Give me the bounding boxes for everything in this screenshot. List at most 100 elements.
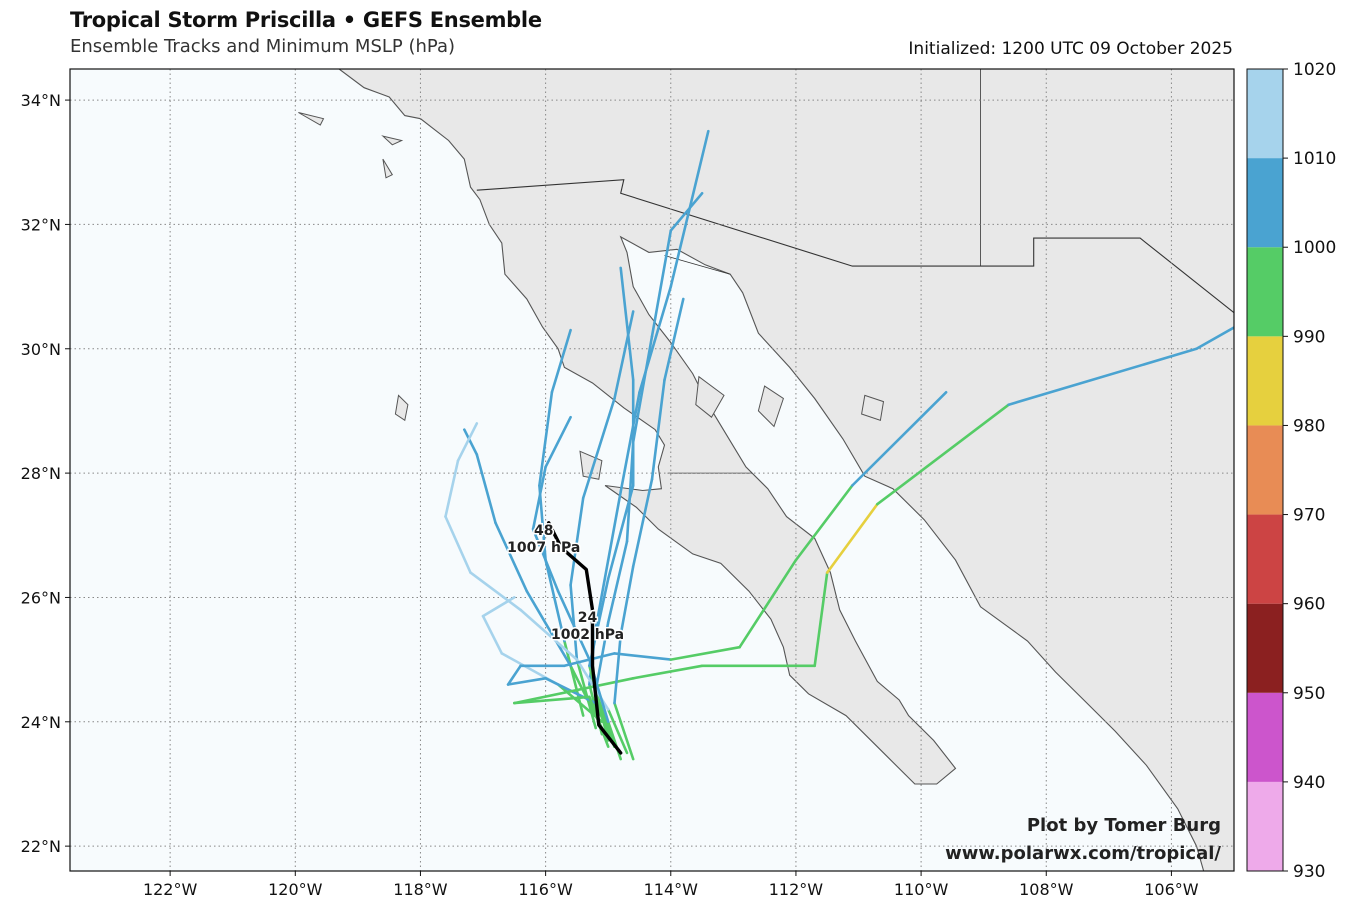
track-2-segment: [650, 229, 673, 338]
track-2-segment: [606, 540, 629, 624]
chart-title: Tropical Storm Priscilla • GEFS Ensemble: [70, 8, 542, 32]
track-9-segment: [613, 652, 673, 661]
colorbar-swatch-990: [1247, 247, 1283, 337]
lon-tick-label: 118°W: [393, 880, 448, 899]
colorbar-label: 1020: [1293, 60, 1336, 80]
track-10-segment: [1007, 347, 1198, 407]
colorbar-label: 1000: [1293, 238, 1336, 258]
track-4-segment: [575, 658, 598, 730]
island-3: [695, 375, 725, 418]
track-7-segment: [606, 708, 629, 755]
lon-tick-label: 108°W: [1019, 880, 1074, 899]
track-10-segment: [512, 695, 591, 705]
track-4-segment: [569, 496, 585, 587]
colorbar-swatch-940: [1247, 692, 1283, 782]
map-area: [70, 69, 1234, 871]
track-2-segment: [631, 334, 654, 444]
track-8-segment: [556, 683, 604, 724]
lat-tick-label: 30°N: [21, 340, 61, 359]
credit-url: www.polarwx.com/tropical/: [945, 843, 1221, 864]
track-12-segment: [663, 297, 685, 382]
colorbar-label: 940: [1293, 773, 1325, 793]
track-7-segment: [469, 571, 522, 612]
hour-48-pressure: 1007 hPa: [507, 540, 580, 556]
track-7-segment: [444, 515, 472, 574]
track-12-segment: [619, 565, 635, 637]
colorbar-label: 990: [1293, 327, 1325, 347]
track-7-segment: [444, 459, 460, 518]
state-border-baja: [664, 255, 731, 275]
credit-author: Plot by Tomer Burg: [1027, 815, 1221, 836]
international-border: [476, 179, 1234, 314]
track-11-segment: [556, 589, 591, 661]
track-10-segment: [512, 676, 635, 705]
track-9-segment: [506, 664, 522, 686]
colorbar-label: 980: [1293, 416, 1325, 436]
lon-tick-label: 114°W: [644, 880, 699, 899]
track-4-segment: [581, 397, 616, 500]
map-frame: [69, 68, 1235, 872]
track-6-segment: [462, 428, 479, 456]
track-11-segment: [544, 415, 572, 469]
hour-24-label: 24: [578, 610, 598, 626]
track-3-segment: [606, 484, 635, 581]
mean-track-line: [547, 521, 623, 755]
colorbar-swatch-930: [1247, 781, 1283, 871]
lon-tick-label: 112°W: [769, 880, 824, 899]
ensemble-tracks: [444, 129, 1234, 761]
track-11-segment: [531, 527, 560, 593]
track-6-segment: [525, 589, 572, 668]
mean-track-labels: 24 1002 hPa 48 1007 hPa: [506, 521, 626, 644]
colorbar-swatch-960: [1247, 514, 1283, 604]
track-8-segment: [481, 614, 504, 655]
lat-tick-label: 26°N: [21, 588, 61, 607]
hour-24-pressure: 1002 hPa: [551, 627, 624, 643]
colorbar-label: 930: [1293, 862, 1325, 882]
colorbar-label: 960: [1293, 595, 1325, 615]
track-9-segment: [850, 390, 948, 487]
track-10-segment: [825, 502, 879, 574]
colorbar-swatch-1000: [1247, 158, 1283, 248]
lat-tick-label: 22°N: [21, 837, 61, 856]
lon-tick-label: 116°W: [518, 880, 573, 899]
colorbar-label: 1010: [1293, 149, 1336, 169]
colorbar-swatch-980: [1247, 336, 1283, 426]
lat-tick-label: 32°N: [21, 215, 61, 234]
lat-tick-label: 28°N: [21, 464, 61, 483]
colorbar-swatch-970: [1247, 425, 1283, 515]
track-9-segment: [669, 645, 741, 661]
lon-tick-label: 122°W: [143, 880, 198, 899]
track-1-segment: [619, 390, 641, 494]
lat-tick-label: 34°N: [21, 91, 61, 110]
mainland-coast: [338, 69, 1234, 871]
track-9-segment: [506, 676, 547, 686]
track-12-segment: [613, 633, 623, 705]
track-1-segment: [594, 558, 610, 630]
colorbar-label: 970: [1293, 506, 1325, 526]
track-9-segment: [794, 484, 854, 562]
colorbar-label: 950: [1293, 684, 1325, 704]
lon-tick-label: 110°W: [894, 880, 949, 899]
island-6: [381, 135, 404, 146]
track-10-segment: [813, 571, 829, 668]
colorbar-swatch-1010: [1247, 69, 1283, 159]
track-12-segment: [631, 477, 654, 568]
hour-48-label: 48: [534, 523, 553, 539]
track-7-segment: [519, 608, 579, 661]
track-6-segment: [494, 521, 529, 593]
axis-ticks: 122°W 120°W 118°W 116°W 114°W 112°W 110°W 108°W…: [21, 91, 1199, 899]
track-10-segment: [875, 403, 1011, 506]
island-8: [382, 158, 394, 179]
track-7-segment: [456, 422, 479, 463]
island-7: [298, 112, 325, 126]
island-1: [394, 394, 409, 422]
track-5-segment: [538, 390, 554, 487]
track-8-segment: [481, 596, 516, 618]
track-11-segment: [531, 465, 547, 531]
track-1-segment: [606, 490, 623, 562]
track-4-segment: [613, 310, 635, 400]
track-12-segment: [613, 701, 635, 761]
lat-tick-label: 24°N: [21, 713, 61, 732]
colorbar: 930 940 950 960 970 980 990 1000 1010 1020: [1246, 60, 1336, 882]
lon-tick-label: 120°W: [268, 880, 323, 899]
